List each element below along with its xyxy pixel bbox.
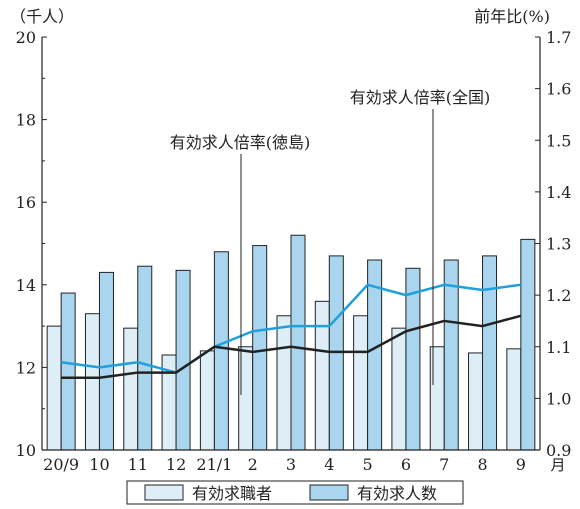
bar-job-openings-3	[175, 269, 191, 451]
bar-job-seekers-11	[468, 352, 484, 451]
right-tick-label: 1.5	[546, 131, 571, 150]
bar-job-openings-0	[60, 292, 76, 451]
bar-job-seekers-2	[123, 327, 139, 451]
right-tick-label: 1.3	[546, 235, 571, 254]
x-tick-label: 4	[324, 455, 334, 474]
bar-job-openings-6	[290, 234, 306, 451]
bar-job-openings-2	[137, 265, 153, 451]
right-tick-label: 0.9	[546, 441, 571, 460]
line-national	[61, 314, 522, 379]
left-tick-label: 10	[16, 441, 36, 460]
legend-box	[126, 480, 464, 505]
bar-job-seekers-12	[506, 348, 522, 451]
x-tick-label: 11	[128, 455, 148, 474]
bar-job-openings-4	[213, 251, 229, 451]
legend-swatch-job-openings	[309, 484, 349, 501]
bar-job-seekers-1	[84, 313, 100, 451]
left-tick-label: 16	[16, 193, 36, 212]
bar-job-openings-10	[443, 259, 459, 451]
x-tick-label: 5	[363, 455, 373, 474]
bar-job-seekers-4	[199, 350, 215, 451]
x-tick-label: 21/1	[196, 455, 232, 474]
bars-layer	[46, 234, 536, 451]
left-tick-label: 14	[16, 276, 36, 295]
x-tick-label: 10	[89, 455, 109, 474]
legend-label-job-seekers: 有効求職者	[192, 484, 272, 503]
right-tick-label: 1.6	[546, 80, 571, 99]
x-tick-label: 8	[477, 455, 487, 474]
x-unit-label: 月	[550, 456, 565, 474]
bar-job-openings-12	[520, 238, 536, 451]
left-axis-unit-label: （千人）	[10, 7, 74, 26]
legend-label-job-openings: 有効求人数	[357, 484, 437, 503]
x-tick-label: 9	[516, 455, 526, 474]
bar-job-seekers-8	[353, 315, 369, 451]
bar-job-seekers-7	[314, 300, 330, 451]
line-tokushima	[60, 283, 522, 374]
annotations-layer: 有効求人倍率(徳島) 有効求人倍率(全国)	[170, 88, 491, 395]
right-tick-label: 1.0	[546, 389, 571, 408]
annotation-label: 有効求人倍率(徳島)	[170, 133, 311, 152]
right-tick-label: 1.2	[546, 286, 571, 305]
bar-job-seekers-6	[276, 315, 292, 451]
annotation-label: 有効求人倍率(全国)	[350, 88, 491, 107]
right-tick-label: 1.1	[546, 338, 571, 357]
right-tick-label: 1.7	[546, 28, 571, 47]
x-tick-label: 12	[166, 455, 186, 474]
bar-job-openings-11	[482, 255, 498, 451]
left-tick-label: 20	[16, 28, 36, 47]
bar-job-openings-5	[252, 245, 268, 451]
left-tick-label: 18	[16, 111, 36, 130]
bar-job-openings-1	[98, 271, 114, 451]
legend-swatch-job-seekers	[144, 484, 184, 501]
x-tick-label: 20/9	[43, 455, 79, 474]
lines-layer	[60, 283, 522, 379]
legend: 有効求職者 有効求人数	[126, 480, 464, 505]
x-tick-label: 7	[439, 455, 449, 474]
axes-layer: 10 12 14 16 18 20 0.9 1.0 1.1 1.2 1.3 1.4 1.5 1.6 1.7 2…	[10, 7, 571, 474]
bar-job-seekers-0	[46, 325, 62, 451]
bar-job-seekers-9	[391, 327, 407, 451]
x-tick-label: 3	[286, 455, 296, 474]
x-tick-label: 2	[248, 455, 258, 474]
bar-job-seekers-10	[429, 346, 445, 451]
right-axis-unit-label: 前年比(%)	[474, 7, 550, 26]
x-tick-label: 6	[401, 455, 411, 474]
right-tick-label: 1.4	[546, 183, 571, 202]
left-tick-label: 12	[16, 358, 36, 377]
